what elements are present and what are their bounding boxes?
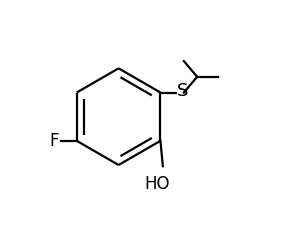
Text: F: F bbox=[50, 132, 59, 150]
Text: HO: HO bbox=[144, 175, 170, 193]
Text: S: S bbox=[177, 82, 189, 100]
